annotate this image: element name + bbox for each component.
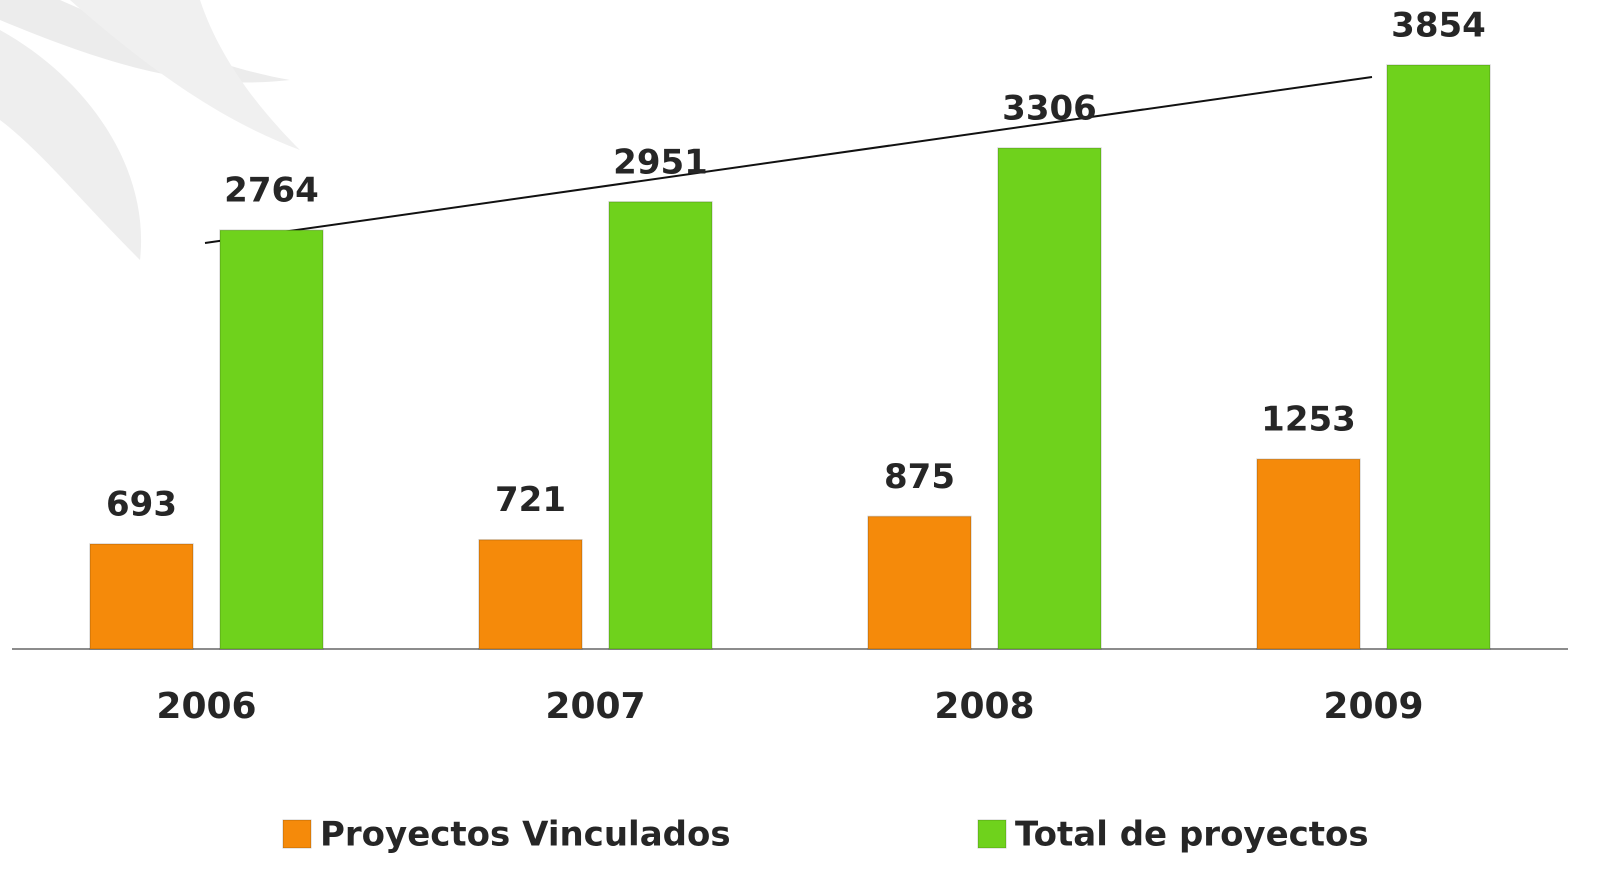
legend-label: Total de proyectos (1015, 815, 1369, 855)
bar (997, 147, 1102, 650)
value-label: 2951 (613, 142, 708, 182)
legend-swatch (282, 819, 312, 849)
value-label: 3306 (1002, 89, 1097, 129)
background-swoosh (70, 0, 300, 150)
value-label: 693 (106, 484, 177, 524)
bar (1256, 458, 1361, 650)
bar (89, 543, 194, 650)
x-tick-label: 2009 (1323, 686, 1423, 727)
x-tick-label: 2007 (545, 686, 645, 727)
x-tick-label: 2006 (156, 686, 256, 727)
legend-swatch (977, 819, 1007, 849)
value-label: 875 (884, 457, 955, 497)
value-label: 2764 (224, 171, 319, 211)
bar (1386, 64, 1491, 650)
legend-label: Proyectos Vinculados (320, 815, 731, 855)
bar (867, 515, 972, 650)
value-label: 3854 (1391, 6, 1486, 46)
bar (478, 538, 583, 650)
bar (608, 201, 713, 650)
background-swoosh (0, 30, 142, 260)
bar (219, 229, 324, 650)
trend-line (204, 76, 1373, 244)
x-tick-label: 2008 (934, 686, 1034, 727)
value-label: 721 (495, 480, 566, 520)
value-label: 1253 (1261, 400, 1356, 440)
